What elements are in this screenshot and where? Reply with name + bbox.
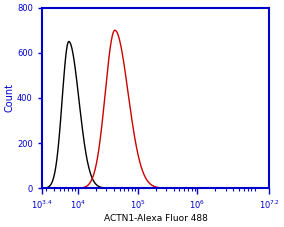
Y-axis label: Count: Count	[4, 84, 14, 112]
X-axis label: ACTN1-Alexa Fluor 488: ACTN1-Alexa Fluor 488	[104, 214, 208, 223]
